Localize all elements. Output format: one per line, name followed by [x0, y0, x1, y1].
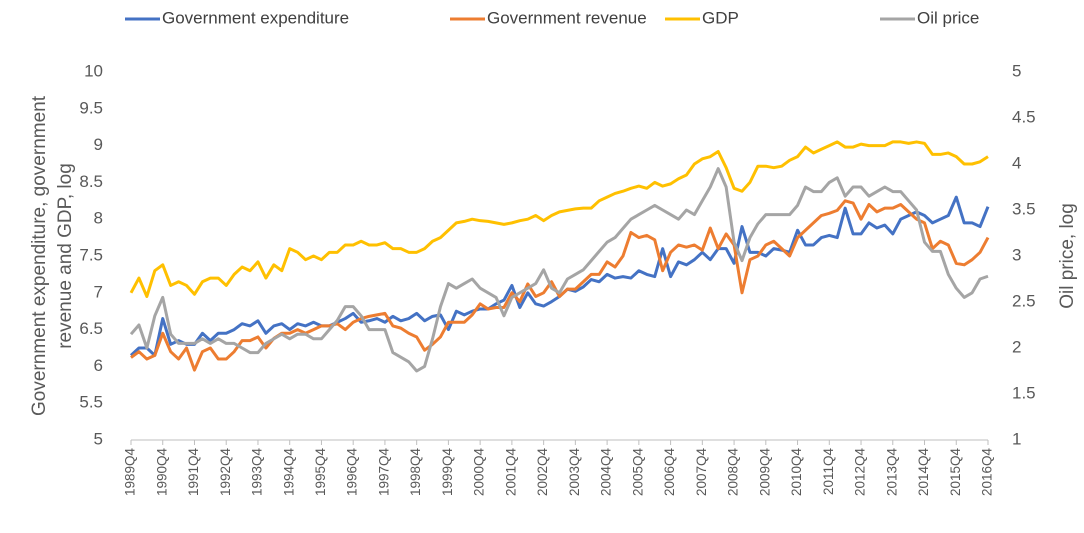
y-tick-label: 9.5 [79, 98, 103, 117]
y-axis-label: Government expenditure, government [29, 95, 50, 416]
x-tick-label: 1996Q4 [345, 448, 360, 497]
y-tick-label: 8 [94, 209, 103, 228]
series-line [129, 140, 989, 298]
x-tick-label: 2009Q4 [757, 448, 772, 497]
x-tick-label: 1999Q4 [440, 448, 455, 497]
y-tick-label: 7 [94, 282, 103, 301]
x-tick-label: 1991Q4 [186, 448, 201, 497]
series-line [130, 199, 990, 372]
y-axis-label: revenue and GDP, log [55, 163, 76, 349]
y2-axis-label: Oil price, log [1057, 203, 1078, 309]
x-tick-label: 2005Q4 [630, 448, 645, 497]
x-tick-label: 1998Q4 [408, 448, 423, 497]
x-tick-label: 1989Q4 [123, 448, 138, 497]
y2-tick-label: 1.5 [1012, 383, 1036, 402]
x-tick-label: 2001Q4 [503, 448, 518, 497]
x-tick-label: 2010Q4 [789, 448, 804, 497]
x-tick-label: 2007Q4 [694, 448, 709, 497]
legend-label: Government expenditure [162, 8, 349, 27]
y-tick-label: 7.5 [79, 245, 103, 264]
y2-tick-label: 4 [1012, 153, 1021, 172]
y-tick-label: 8.5 [79, 172, 103, 191]
x-tick-label: 2014Q4 [916, 448, 931, 497]
legend-label: GDP [702, 8, 739, 27]
x-tick-label: 2012Q4 [853, 448, 868, 497]
x-tick-label: 2013Q4 [884, 448, 899, 497]
x-tick-label: 2015Q4 [948, 448, 963, 497]
y2-tick-label: 2 [1012, 337, 1021, 356]
x-tick-label: 2003Q4 [567, 448, 582, 497]
legend-label: Government revenue [487, 8, 647, 27]
x-tick-label: 1994Q4 [281, 448, 296, 497]
x-tick-label: 1992Q4 [218, 448, 233, 497]
y-tick-label: 6 [94, 356, 103, 375]
x-tick-label: 2016Q4 [980, 448, 995, 497]
y2-tick-label: 3.5 [1012, 199, 1036, 218]
y2-tick-label: 3 [1012, 245, 1021, 264]
x-tick-label: 2000Q4 [472, 448, 487, 497]
y-tick-label: 5.5 [79, 393, 103, 412]
series-line [129, 167, 989, 373]
y2-tick-label: 1 [1012, 429, 1021, 448]
x-tick-label: 2011Q4 [821, 448, 836, 496]
y-tick-label: 9 [94, 135, 103, 154]
x-tick-label: 1995Q4 [313, 448, 328, 497]
x-tick-label: 2008Q4 [726, 448, 741, 497]
y2-tick-label: 5 [1012, 61, 1021, 80]
x-tick-label: 1997Q4 [376, 448, 391, 497]
x-tick-label: 2002Q4 [535, 448, 550, 497]
y-tick-label: 6.5 [79, 319, 103, 338]
legend-label: Oil price [917, 8, 979, 27]
y-tick-label: 10 [84, 61, 103, 80]
y2-tick-label: 2.5 [1012, 291, 1036, 310]
x-tick-label: 2004Q4 [599, 448, 614, 497]
y2-tick-label: 4.5 [1012, 107, 1036, 126]
series-line [129, 195, 990, 357]
y-tick-label: 5 [94, 429, 103, 448]
x-tick-label: 2006Q4 [662, 448, 677, 497]
x-tick-label: 1993Q4 [250, 448, 265, 497]
x-tick-label: 1990Q4 [154, 448, 169, 497]
